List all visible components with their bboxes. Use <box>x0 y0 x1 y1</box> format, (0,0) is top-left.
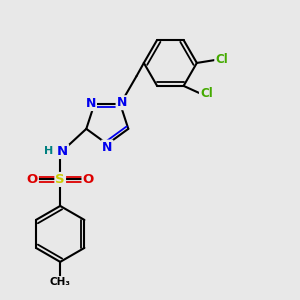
Text: O: O <box>27 173 38 186</box>
Text: CH₃: CH₃ <box>50 277 71 287</box>
Text: S: S <box>56 173 65 186</box>
Text: Cl: Cl <box>215 53 228 67</box>
Text: N: N <box>102 141 112 154</box>
Text: N: N <box>85 97 96 110</box>
Text: N: N <box>57 145 68 158</box>
Text: O: O <box>82 173 94 186</box>
Text: Cl: Cl <box>200 87 213 100</box>
Text: N: N <box>117 96 127 109</box>
Text: H: H <box>44 146 54 157</box>
